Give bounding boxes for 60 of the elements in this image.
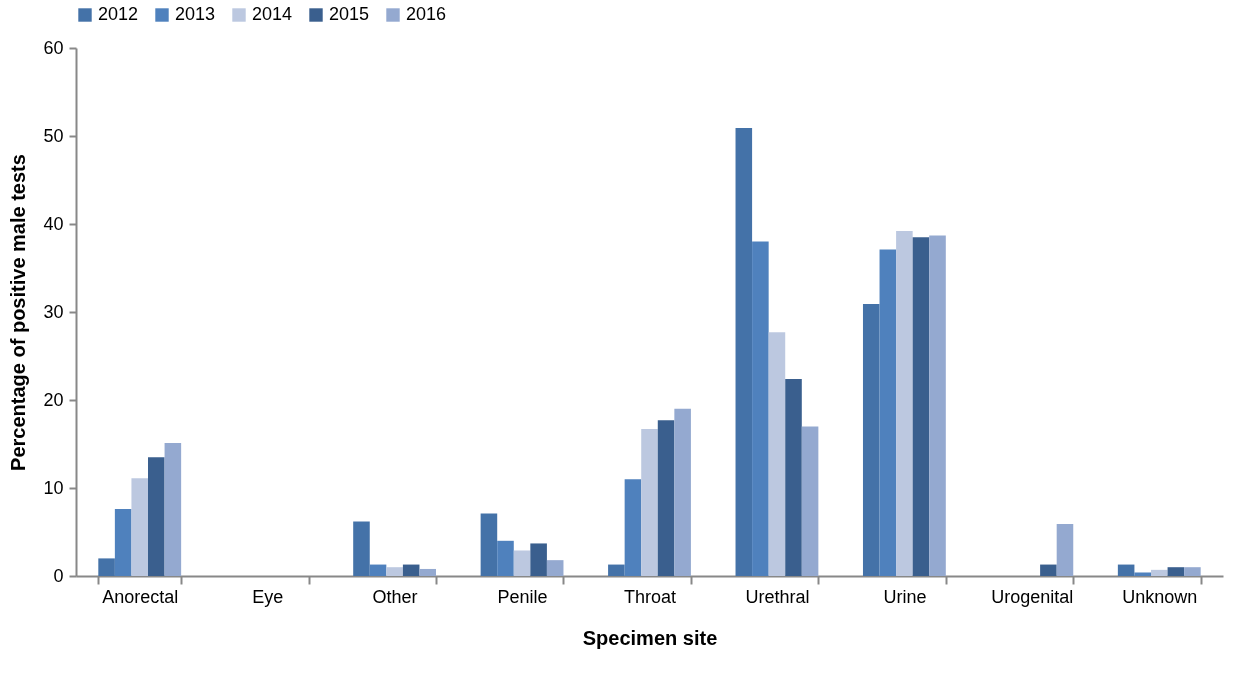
bar xyxy=(131,478,149,576)
x-tick-label: Unknown xyxy=(1122,586,1198,607)
bar xyxy=(402,564,420,576)
bar xyxy=(98,558,115,576)
x-tick-label: Other xyxy=(372,586,418,607)
bar xyxy=(735,128,753,576)
y-tick-label: 0 xyxy=(53,565,64,586)
x-tick-label: Anorectal xyxy=(102,586,179,607)
bar xyxy=(608,564,625,576)
y-tick-label: 60 xyxy=(43,37,64,58)
y-tick-label: 20 xyxy=(43,389,64,410)
x-tick-label: Eye xyxy=(252,586,284,607)
bar xyxy=(1150,569,1168,576)
x-axis-title: Specimen site xyxy=(582,626,718,649)
bar xyxy=(480,513,498,576)
bar xyxy=(353,521,370,576)
bar xyxy=(641,429,658,576)
legend-label: 2015 xyxy=(329,4,370,24)
bar xyxy=(1184,567,1201,576)
bar xyxy=(912,237,930,576)
x-tick-label: Urine xyxy=(883,586,927,607)
bar xyxy=(801,426,819,576)
bar xyxy=(879,249,897,576)
bar xyxy=(785,378,802,576)
bar xyxy=(114,509,132,576)
bar xyxy=(1134,572,1151,576)
bar xyxy=(929,235,946,576)
legend-label: 2016 xyxy=(406,4,447,24)
bar xyxy=(530,543,547,576)
legend-label: 2012 xyxy=(98,4,139,24)
bar xyxy=(657,420,675,576)
bar xyxy=(768,332,786,576)
y-tick-label: 40 xyxy=(43,213,64,234)
bar xyxy=(896,231,913,576)
bar xyxy=(674,408,691,576)
bar xyxy=(1117,564,1135,576)
bar xyxy=(369,564,387,576)
bar xyxy=(164,443,182,576)
legend-label: 2014 xyxy=(252,4,293,24)
y-tick-label: 10 xyxy=(43,477,64,498)
y-tick-label: 30 xyxy=(43,301,64,322)
y-axis-title: Percentage of positive male tests xyxy=(7,154,30,471)
bar xyxy=(497,540,514,576)
bar xyxy=(148,457,165,576)
bar xyxy=(546,560,564,576)
bar xyxy=(862,304,880,576)
y-tick-label: 50 xyxy=(43,125,64,146)
bar xyxy=(752,241,769,576)
legend-label: 2013 xyxy=(175,4,216,24)
x-tick-label: Penile xyxy=(497,586,548,607)
bar xyxy=(624,479,642,576)
bar xyxy=(1056,524,1074,576)
x-tick-label: Throat xyxy=(623,586,677,607)
x-tick-label: Urethral xyxy=(745,586,810,607)
bar xyxy=(419,568,437,576)
bar xyxy=(1167,567,1185,576)
x-tick-label: Urogenital xyxy=(991,586,1074,607)
bar xyxy=(1040,564,1057,576)
bar xyxy=(386,567,403,576)
bar xyxy=(513,550,531,576)
